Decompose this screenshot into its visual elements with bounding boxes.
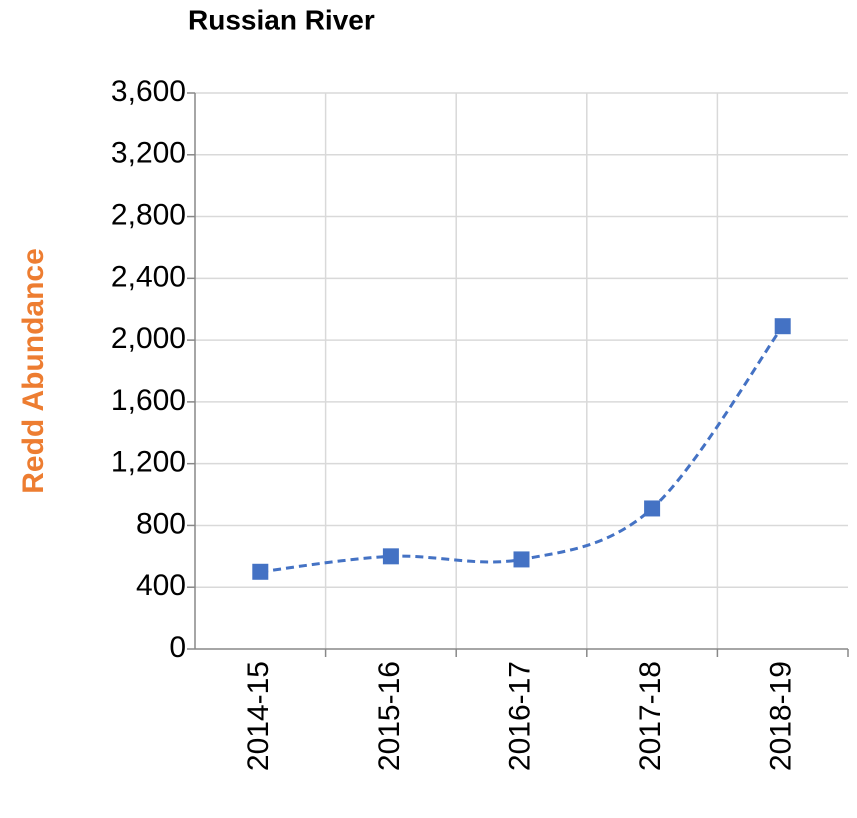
- series-line: [260, 325, 784, 574]
- data-point: [382, 548, 399, 565]
- x-tick-label: 2014-15: [242, 661, 275, 771]
- y-tick-label: 2,800: [111, 198, 186, 231]
- chart-title: Russian River: [188, 4, 375, 35]
- data-point: [252, 563, 269, 580]
- y-tick-label: 2,000: [111, 322, 186, 355]
- y-tick-label: 800: [136, 507, 186, 540]
- data-point: [513, 551, 530, 568]
- x-tick-label: 2016-17: [503, 661, 536, 771]
- x-tick-label: 2015-16: [373, 661, 406, 771]
- y-tick-label: 2,400: [111, 260, 186, 293]
- y-axis-label: Redd Abundance: [17, 248, 50, 494]
- y-tick-label: 400: [136, 569, 186, 602]
- y-tick-label: 3,200: [111, 137, 186, 170]
- y-tick-label: 1,600: [111, 384, 186, 417]
- data-point: [774, 318, 791, 335]
- y-tick-label: 0: [169, 631, 186, 664]
- data-point: [644, 500, 661, 517]
- y-tick-label: 1,200: [111, 446, 186, 479]
- x-tick-label: 2018-19: [765, 661, 798, 771]
- x-tick-label: 2017-18: [634, 661, 667, 771]
- y-tick-label: 3,600: [111, 75, 186, 108]
